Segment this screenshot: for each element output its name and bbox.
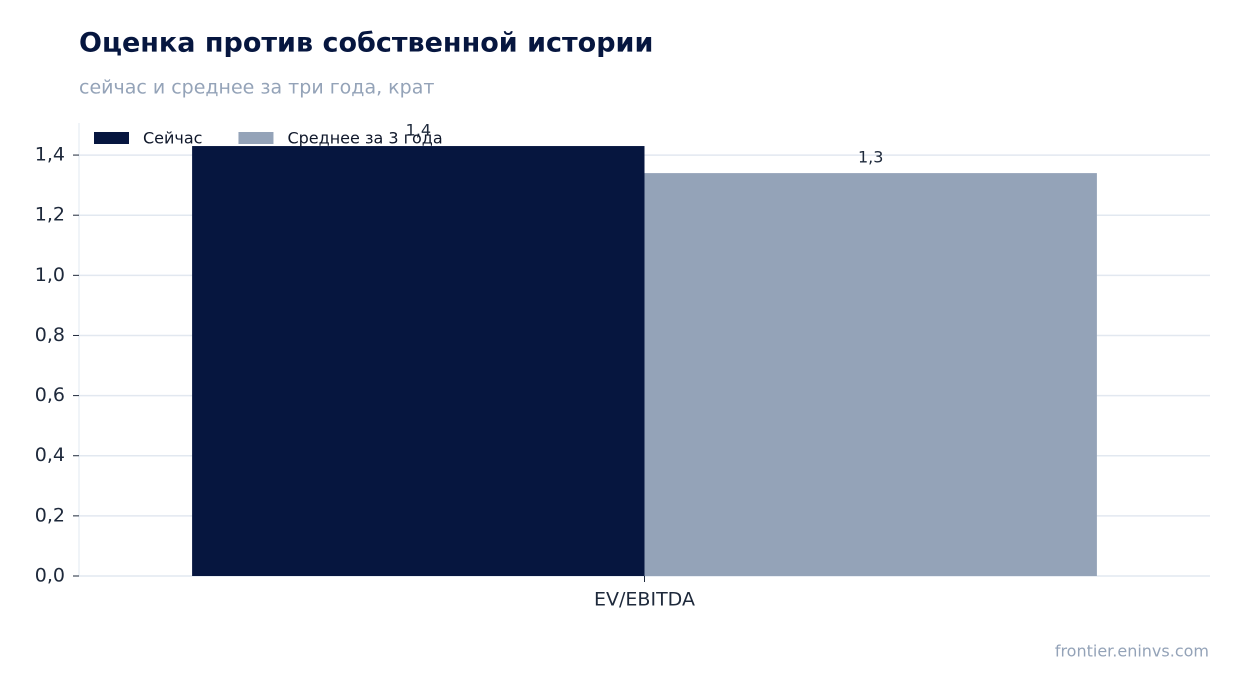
y-tick-label: 0,2 — [35, 504, 65, 526]
y-tick-label: 0,4 — [35, 444, 65, 466]
bar — [192, 146, 645, 576]
value-label: 1,3 — [858, 148, 883, 167]
legend-label: Сейчас — [143, 129, 202, 148]
legend-swatch — [238, 132, 274, 144]
y-tick-label: 1,0 — [35, 264, 65, 286]
y-tick-label: 0,8 — [35, 324, 65, 346]
legend-swatch — [94, 132, 129, 144]
y-tick-label: 0,0 — [35, 565, 65, 587]
y-tick-label: 1,2 — [35, 204, 65, 226]
chart-title: Оценка против собственной истории — [79, 28, 653, 59]
source: frontier.eninvs.com — [1055, 642, 1209, 661]
legend-label: Среднее за 3 года — [287, 129, 442, 148]
bar — [644, 173, 1097, 576]
x-tick-label: EV/EBITDA — [594, 589, 695, 611]
y-tick-label: 0,6 — [35, 384, 65, 406]
value-label: 1,4 — [406, 121, 431, 140]
chart-subtitle: сейчас и среднее за три года, крат — [79, 77, 434, 99]
y-tick-label: 1,4 — [35, 144, 65, 166]
